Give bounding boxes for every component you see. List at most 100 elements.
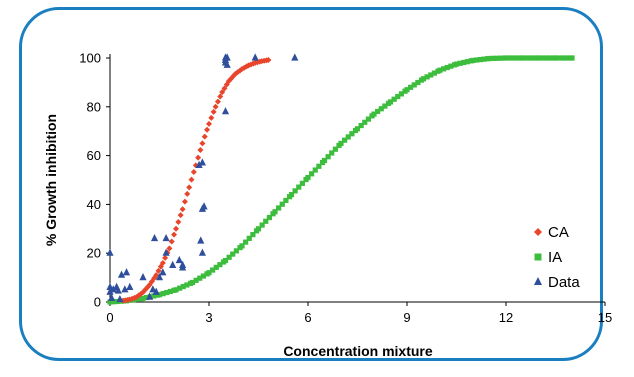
data-point — [223, 60, 231, 68]
ia-point — [428, 72, 434, 78]
ia-point — [243, 239, 249, 245]
ia-point — [543, 55, 549, 61]
ca-point — [155, 267, 162, 274]
ca-point — [217, 93, 224, 100]
data-point — [114, 286, 122, 294]
y-tick-label: 80 — [87, 99, 101, 114]
data-point — [108, 293, 116, 301]
ca-point — [159, 259, 166, 266]
ia-point — [404, 87, 410, 93]
data-point — [146, 292, 154, 300]
ia-point — [375, 108, 381, 115]
ia-point — [510, 55, 516, 61]
ia-point — [560, 55, 566, 61]
data-point — [122, 268, 131, 276]
ia-point — [305, 174, 311, 181]
ca-point — [188, 176, 195, 183]
ca-point — [208, 114, 215, 121]
ca-point — [201, 133, 208, 140]
ca-point — [184, 190, 191, 197]
ca-point — [210, 108, 217, 115]
data-point — [106, 287, 114, 295]
ia-point — [309, 171, 315, 177]
ia-point — [338, 140, 344, 146]
ca-point — [214, 98, 221, 105]
ia-point — [358, 122, 364, 129]
ia-point — [164, 289, 170, 296]
ia-point — [527, 55, 533, 61]
ia-point — [391, 96, 397, 102]
ia-point — [569, 55, 575, 61]
ca-point — [175, 218, 182, 225]
ia-point — [494, 55, 500, 61]
ia-point — [276, 205, 282, 211]
ia-point — [107, 299, 113, 305]
ia-point — [420, 76, 427, 82]
data-point — [175, 255, 183, 264]
ia-point — [365, 116, 371, 122]
data-point — [139, 273, 147, 281]
legend-marker-ia — [534, 253, 542, 261]
ca-point — [186, 184, 193, 191]
ia-point — [547, 55, 553, 61]
axes: 0 3 6 9 12 15 0 20 40 60 80 100 — [79, 51, 612, 326]
ia-point — [530, 55, 536, 61]
ia-point — [514, 55, 520, 61]
ia-point — [173, 287, 179, 293]
ia-point — [556, 55, 562, 61]
ia-point — [540, 55, 546, 61]
ia-point — [398, 91, 404, 97]
ia-point — [177, 285, 183, 291]
data-point — [291, 53, 299, 61]
data-point — [197, 236, 205, 244]
legend: CA IA Data — [534, 224, 580, 291]
ia-point — [474, 57, 480, 63]
x-tick-label: 12 — [499, 310, 513, 325]
ia-point — [325, 154, 331, 160]
data-point — [251, 53, 259, 61]
y-tick-label: 60 — [87, 148, 101, 163]
ca-point — [219, 89, 226, 96]
ia-point — [362, 119, 368, 125]
legend-label-data: Data — [548, 274, 580, 291]
data-point — [159, 268, 167, 276]
y-axis-title: % Growth inhibition — [43, 114, 59, 246]
data-point — [152, 287, 160, 295]
ia-point — [415, 79, 421, 86]
ia-point — [230, 251, 236, 257]
ia-point — [523, 55, 529, 61]
ca-point — [179, 206, 186, 213]
ia-point — [111, 299, 117, 305]
ia-point — [272, 209, 278, 215]
data-point — [221, 107, 230, 115]
ca-point — [168, 238, 175, 245]
ia-point — [266, 214, 272, 221]
data-point — [116, 294, 124, 303]
ia-point — [408, 84, 414, 90]
ca-point — [206, 120, 212, 127]
ia-point — [444, 64, 450, 71]
ia-point — [299, 180, 305, 186]
legend-marker-data — [534, 277, 542, 285]
ia-point — [503, 55, 509, 61]
data-point — [195, 160, 203, 168]
ia-point — [382, 103, 388, 109]
ia-point — [210, 267, 216, 273]
ia-point — [424, 74, 430, 80]
legend-label-ia: IA — [548, 249, 562, 266]
ia-point — [563, 55, 569, 61]
ia-point — [246, 235, 252, 241]
ia-point — [200, 273, 206, 279]
ia-point — [321, 157, 328, 164]
ia-point — [184, 282, 190, 288]
legend-marker-ca — [534, 228, 542, 236]
data-point — [179, 263, 187, 271]
x-tick-label: 15 — [598, 310, 612, 325]
ia-point — [441, 66, 447, 72]
ia-point — [453, 61, 460, 67]
ia-point — [497, 55, 503, 61]
ia-point — [288, 192, 295, 198]
ca-point — [162, 254, 169, 261]
ia-point — [197, 275, 203, 281]
ia-point — [250, 232, 256, 238]
